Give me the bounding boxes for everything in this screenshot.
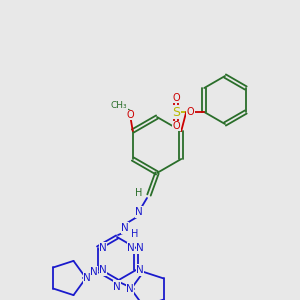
Text: CH₃: CH₃	[110, 100, 127, 109]
Text: N: N	[121, 223, 129, 233]
Text: H: H	[131, 229, 139, 239]
Text: N: N	[113, 281, 121, 291]
Text: N: N	[90, 267, 98, 277]
Text: N: N	[135, 207, 143, 217]
Text: N: N	[136, 265, 144, 275]
Text: N: N	[113, 282, 121, 292]
Text: N: N	[136, 243, 144, 253]
Text: N: N	[99, 243, 107, 253]
Text: N: N	[126, 284, 134, 294]
Text: O: O	[172, 121, 180, 131]
Text: H: H	[135, 188, 143, 198]
Text: O: O	[172, 93, 180, 103]
Text: O: O	[186, 107, 194, 117]
Text: N: N	[99, 265, 107, 275]
Text: S: S	[172, 106, 180, 118]
Text: N: N	[83, 273, 91, 283]
Text: N: N	[127, 243, 135, 253]
Text: O: O	[127, 110, 135, 120]
